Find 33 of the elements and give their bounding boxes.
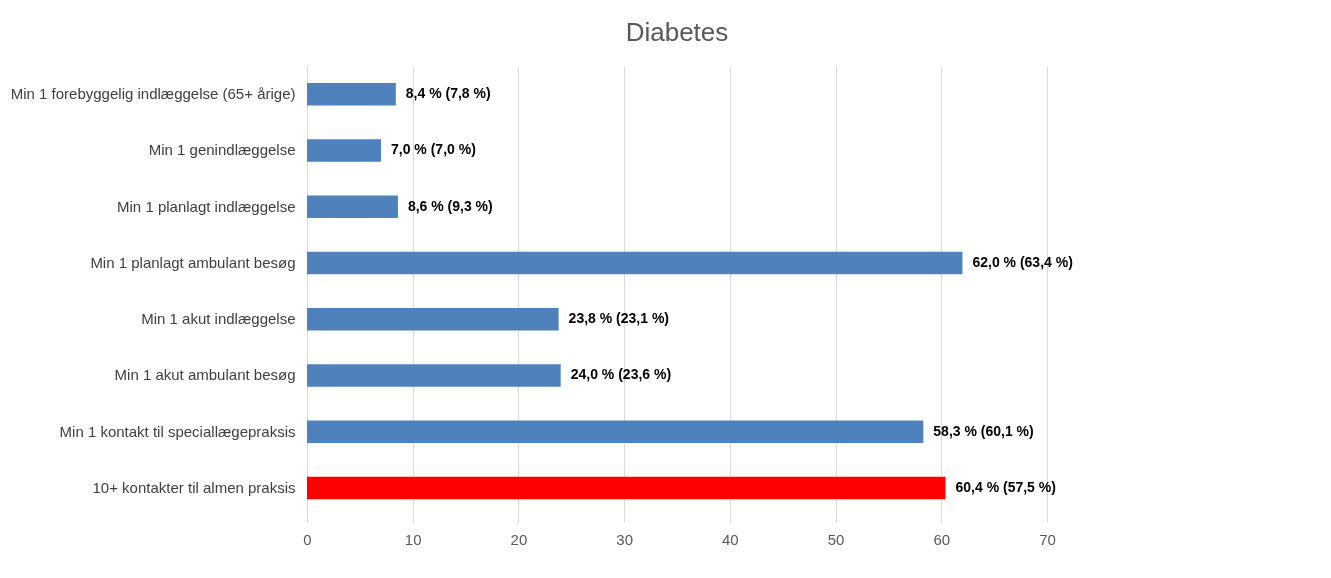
y-tick-label: Min 1 genindlæggelse [148, 141, 296, 159]
y-tick-label: Min 1 planlagt indlæggelse [117, 197, 296, 215]
y-tick-label: Min 1 kontakt til speciallægepraksis [59, 422, 296, 440]
bar [307, 251, 963, 275]
bar [307, 420, 924, 443]
data-label: 23,8 % (23,1 %) [568, 310, 669, 327]
y-tick-label: Min 1 akut ambulant besøg [114, 366, 296, 384]
data-label: 8,4 % (7,8 %) [405, 85, 491, 102]
x-tick-label: 10 [404, 530, 422, 548]
data-label: 58,3 % (60,1 %) [933, 422, 1034, 439]
y-tick-label: Min 1 planlagt ambulant besøg [90, 253, 296, 271]
x-tick-label: 30 [616, 530, 633, 548]
chart-title: Diabetes [625, 17, 729, 47]
bar [307, 82, 396, 106]
data-label: 8,6 % (9,3 %) [407, 197, 493, 214]
data-label: 62,0 % (63,4 %) [972, 253, 1073, 270]
bar [307, 364, 561, 387]
data-label: 24,0 % (23,6 %) [570, 366, 672, 383]
bar [307, 307, 559, 331]
x-tick-label: 0 [303, 530, 312, 548]
data-label: 7,0 % (7,0 %) [391, 141, 476, 158]
y-tick-label: Min 1 forebyggelig indlæggelse (65+ årige) [10, 85, 296, 103]
y-tick-label: 10+ kontakter til almen praksis [92, 478, 296, 496]
x-tick-label: 40 [722, 530, 739, 548]
x-tick-label: 70 [1039, 530, 1056, 548]
bar [307, 195, 398, 218]
bar [307, 476, 946, 500]
x-tick-label: 60 [933, 530, 951, 548]
x-tick-label: 20 [510, 530, 528, 548]
x-tick-label: 50 [827, 530, 845, 548]
bar [307, 139, 381, 162]
y-tick-label: Min 1 akut indlæggelse [141, 310, 296, 328]
data-label: 60,4 % (57,5 %) [955, 478, 1056, 495]
